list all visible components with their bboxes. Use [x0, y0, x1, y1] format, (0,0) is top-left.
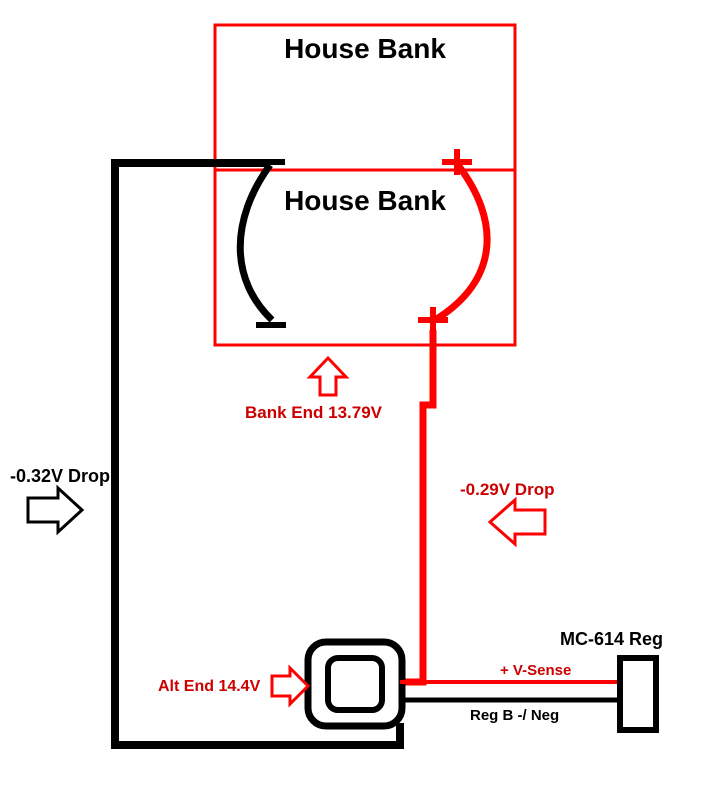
main-positive-cable — [400, 330, 433, 682]
wiring-diagram: House Bank House Bank Bank End 13.79V -0… — [0, 0, 712, 800]
neg-drop-arrow — [28, 488, 82, 532]
bank-end-arrow — [310, 358, 346, 395]
neg-drop-label: -0.32V Drop — [10, 466, 110, 486]
neg-jumper-wire — [240, 165, 272, 320]
regulator-box — [620, 658, 656, 730]
v-sense-label: + V-Sense — [500, 662, 571, 679]
pos-drop-label: -0.29V Drop — [460, 480, 554, 499]
house-bank-top-label: House Bank — [284, 33, 446, 64]
regulator-label: MC-614 Reg — [560, 629, 663, 649]
house-bank-bottom-label: House Bank — [284, 185, 446, 216]
reg-neg-label: Reg B -/ Neg — [470, 707, 559, 724]
pos-drop-arrow — [490, 500, 545, 544]
alt-end-label: Alt End 14.4V — [158, 678, 261, 695]
alternator-inner — [328, 658, 382, 710]
bank-end-label: Bank End 13.79V — [245, 403, 383, 422]
alt-end-arrow — [272, 668, 308, 704]
